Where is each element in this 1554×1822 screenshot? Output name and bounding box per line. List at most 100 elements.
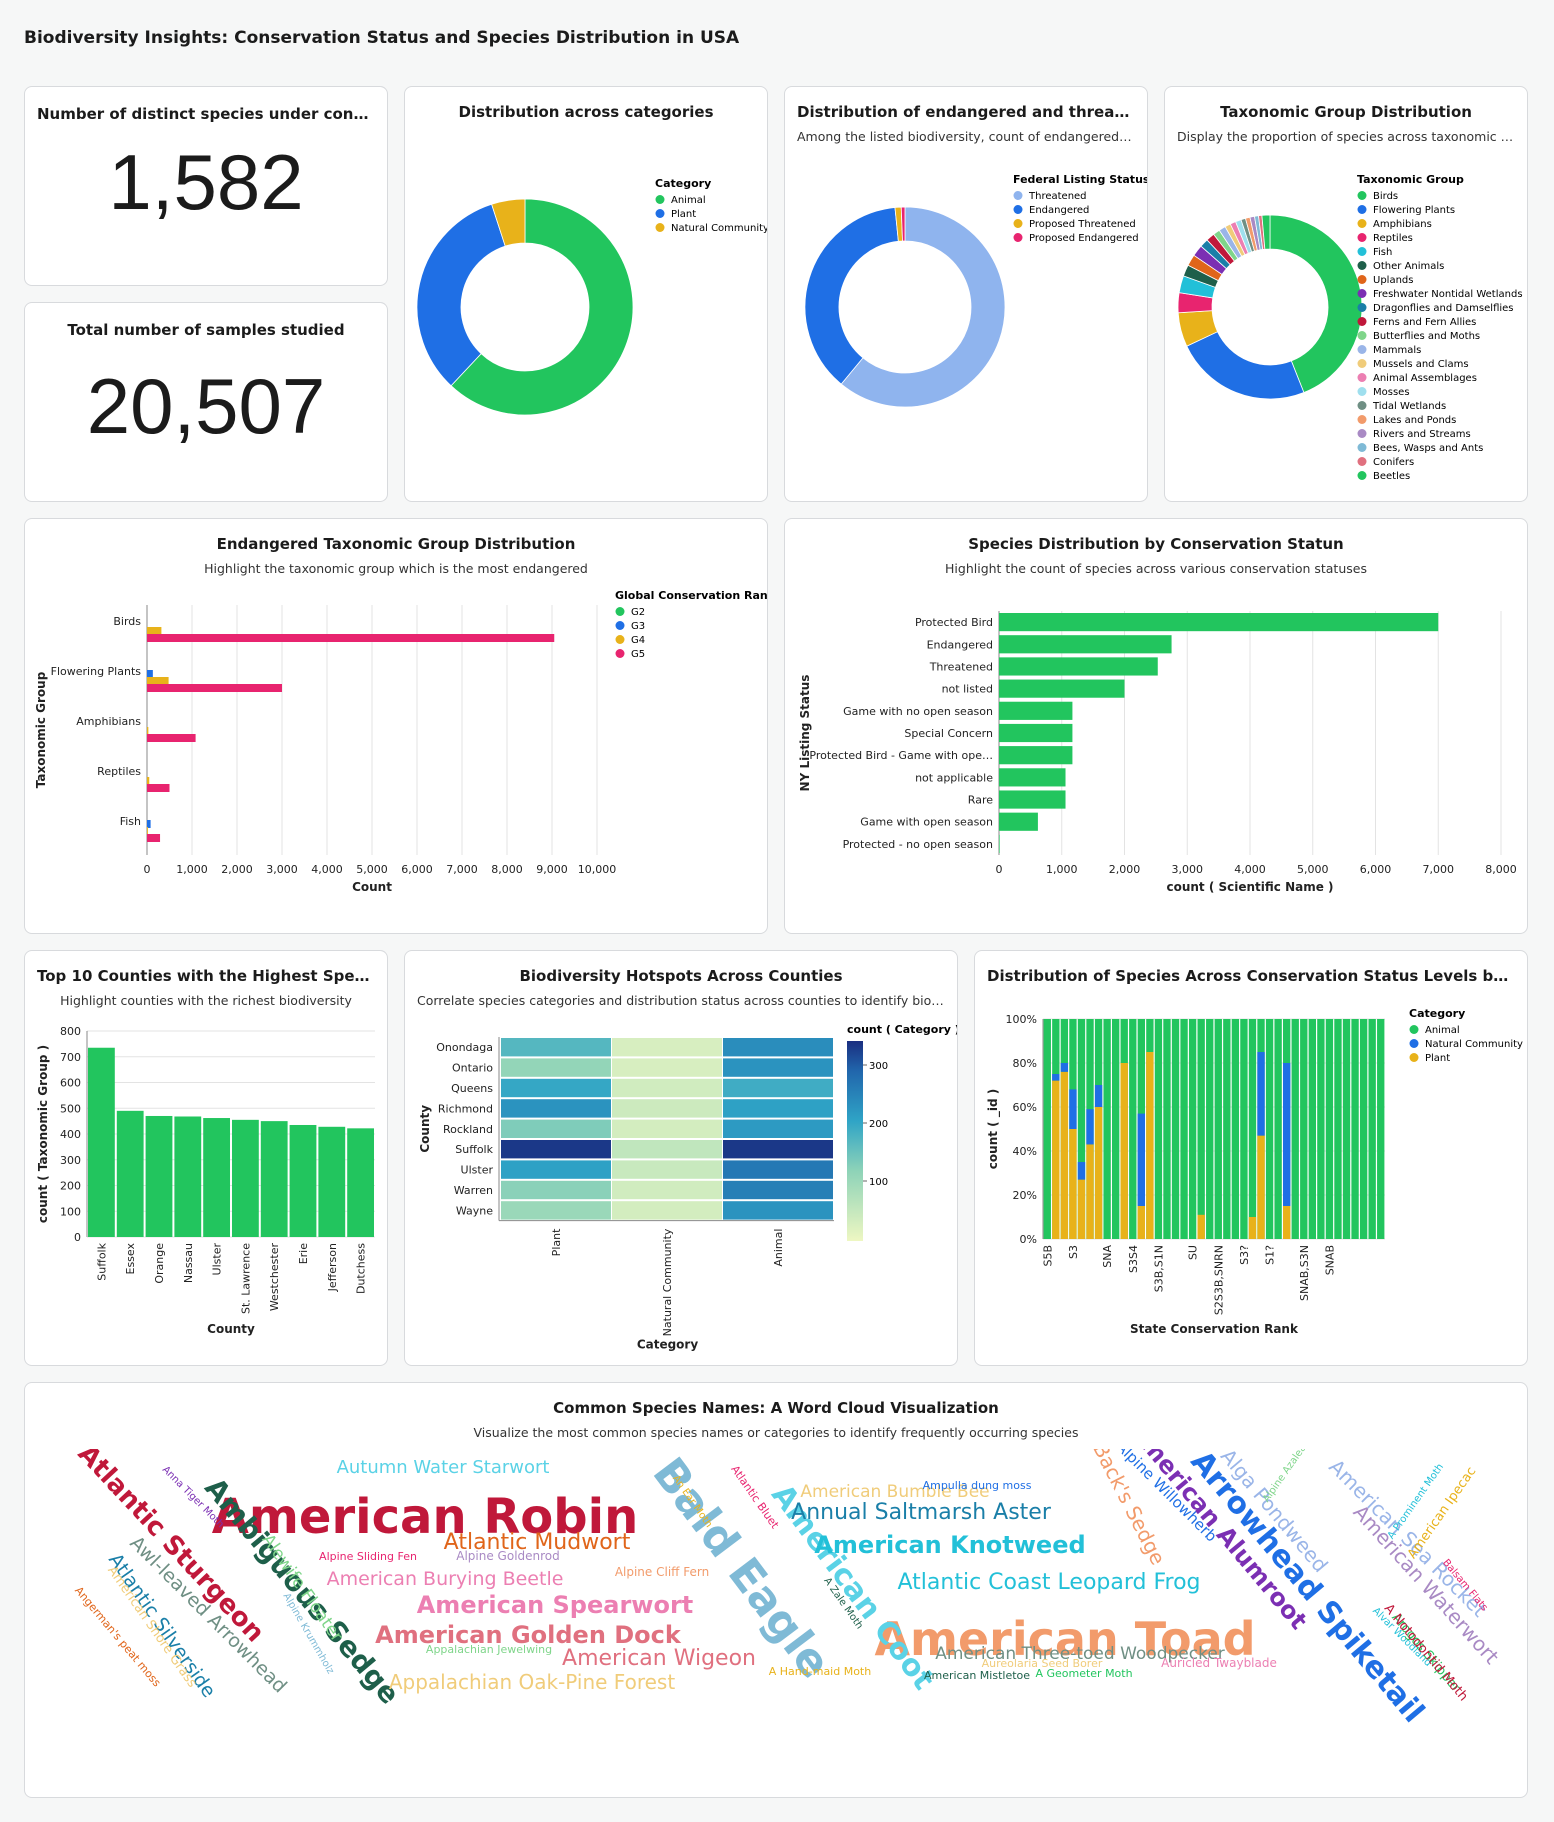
wordcloud-word: American Mistletoe — [924, 1669, 1030, 1682]
stack-plant — [1257, 1135, 1265, 1239]
stack-animal — [1334, 1019, 1342, 1239]
stack-animal — [1112, 1019, 1120, 1239]
x-tick-label: Essex — [124, 1243, 137, 1275]
stack-natural-community — [1060, 1063, 1069, 1072]
taxonomic-legend-swatch — [1357, 191, 1367, 200]
heatmap-cell — [501, 1038, 611, 1057]
x-tick-label: S2S3B,SNRN — [1212, 1245, 1225, 1315]
wordcloud-word: Alpine Goldenrod — [456, 1549, 560, 1563]
x-tick-label: 0 — [996, 863, 1003, 876]
wordcloud-subtitle: Visualize the most common species names … — [473, 1425, 1079, 1440]
status-bar — [999, 746, 1073, 765]
bar-G5 — [147, 734, 196, 742]
state-rank-title: Distribution of Species Across Conservat… — [987, 967, 1527, 985]
taxonomic-legend-label: Conifers — [1373, 457, 1414, 468]
heatmap-cell — [723, 1160, 833, 1179]
wordcloud-card: Common Species Names: A Word Cloud Visua… — [24, 1382, 1528, 1798]
x-tick-label: Natural Community — [661, 1228, 674, 1336]
stack-plant — [1086, 1144, 1094, 1239]
y-axis-title: NY Listing Status — [798, 675, 812, 792]
x-tick-label: S3 — [1067, 1245, 1080, 1259]
kpi-species-title: Number of distinct species under conside… — [37, 105, 387, 123]
taxonomic-legend-title: Taxonomic Group — [1357, 173, 1464, 186]
stack-plant — [1077, 1179, 1086, 1239]
y-tick-label: 20% — [1013, 1189, 1037, 1202]
stack-plant — [1120, 1063, 1128, 1239]
categories-donut-chart: Category Animal Plant Natural Community — [416, 177, 767, 416]
federal-legend-swatch — [1013, 191, 1023, 200]
y-tick-label: Fish — [120, 815, 141, 828]
federal-card: Distribution of endangered and threatene… — [784, 86, 1148, 502]
x-tick-label: Nassau — [182, 1243, 195, 1283]
taxonomic-legend-swatch — [1357, 303, 1367, 312]
state-rank-legend-title: Category — [1409, 1007, 1465, 1020]
x-tick-label: St. Lawrence — [239, 1243, 252, 1314]
federal-legend-swatch — [1013, 219, 1023, 228]
status-bar — [999, 790, 1066, 809]
stack-animal — [1154, 1019, 1163, 1239]
heatmap-cell — [723, 1099, 833, 1118]
x-tick-label: SNA — [1101, 1245, 1114, 1268]
federal-title: Distribution of endangered and threatene… — [797, 103, 1147, 121]
stack-plant — [1197, 1214, 1205, 1239]
hotspots-title: Biodiversity Hotspots Across Counties — [519, 967, 843, 985]
y-tick-label: 600 — [60, 1077, 81, 1090]
status-bar — [999, 834, 1000, 853]
categories-legend-label: Plant — [671, 209, 696, 220]
x-tick-label: SNAB — [1323, 1245, 1336, 1275]
state-rank-legend-label: Natural Community — [1425, 1039, 1523, 1050]
wordcloud-word: Annual Saltmarsh Aster — [791, 1500, 1052, 1525]
categories-legend-swatch — [655, 223, 665, 232]
taxonomic-legend-swatch — [1357, 205, 1367, 214]
stack-animal — [1214, 1019, 1222, 1239]
x-tick-label: 10,000 — [578, 863, 617, 876]
wordcloud-word: Atlantic Coast Leopard Frog — [897, 1570, 1200, 1595]
taxonomic-legend-label: Amphibians — [1373, 219, 1432, 230]
x-tick-label: 8,000 — [1485, 863, 1517, 876]
county-bar — [232, 1119, 259, 1237]
taxonomic-legend-label: Beetles — [1373, 471, 1410, 482]
ny-status-card: Species Distribution by Conservation Sta… — [784, 518, 1528, 934]
taxonomic-legend-swatch — [1357, 401, 1367, 410]
heatmap-cell — [723, 1038, 833, 1057]
categories-title: Distribution across categories — [458, 103, 714, 121]
heatmap-cell — [501, 1201, 611, 1220]
status-bar — [999, 701, 1073, 720]
taxonomic-legend-label: Tidal Wetlands — [1372, 401, 1446, 412]
donut-slice — [804, 207, 899, 385]
y-tick-label: not listed — [942, 683, 993, 696]
y-tick-label: 0 — [74, 1231, 81, 1244]
stack-animal — [1291, 1019, 1299, 1239]
categories-legend-swatch — [655, 209, 665, 218]
donut-slice — [1269, 214, 1363, 394]
status-bar — [999, 812, 1038, 831]
stack-animal — [1163, 1019, 1171, 1239]
wordcloud-word: Appalachian Oak-Pine Forest — [389, 1670, 676, 1694]
status-bar — [999, 679, 1125, 698]
endangered-tax-bar-chart: 0 1,000 2,000 3,000 4,000 5,000 6,000 7,000 8,00… — [34, 589, 767, 894]
stack-animal — [1274, 1019, 1282, 1239]
taxonomic-donut-chart: Taxonomic Group Birds Flowering Plants Amph… — [1177, 173, 1523, 482]
wordcloud-word: A Hand-maid Moth — [769, 1665, 871, 1678]
y-tick-label: 40% — [1013, 1145, 1037, 1158]
federal-donut-chart: Federal Listing Status Threatened Endanger… — [804, 173, 1147, 408]
bar-G3 — [147, 820, 151, 828]
x-tick-label: 9,000 — [536, 863, 568, 876]
stack-animal — [1197, 1019, 1205, 1239]
wordcloud-word: Appalachian Jewelwing — [426, 1643, 552, 1656]
status-bar — [999, 723, 1073, 743]
endangered-legend-label: G4 — [631, 635, 645, 646]
stack-natural-community — [1094, 1085, 1103, 1107]
donut-slice — [1261, 214, 1271, 250]
county-bar — [145, 1115, 173, 1237]
stack-plant — [1052, 1080, 1060, 1239]
stack-animal — [1043, 1019, 1051, 1239]
y-axis-title: County — [418, 1105, 432, 1153]
bar-G5 — [147, 784, 170, 792]
y-tick-label: 400 — [60, 1128, 81, 1141]
hotspots-card: Biodiversity Hotspots Across Counties Co… — [404, 950, 958, 1366]
county-bar — [88, 1047, 115, 1237]
y-tick-label: 500 — [60, 1102, 81, 1115]
heatmap-cell — [612, 1201, 722, 1220]
